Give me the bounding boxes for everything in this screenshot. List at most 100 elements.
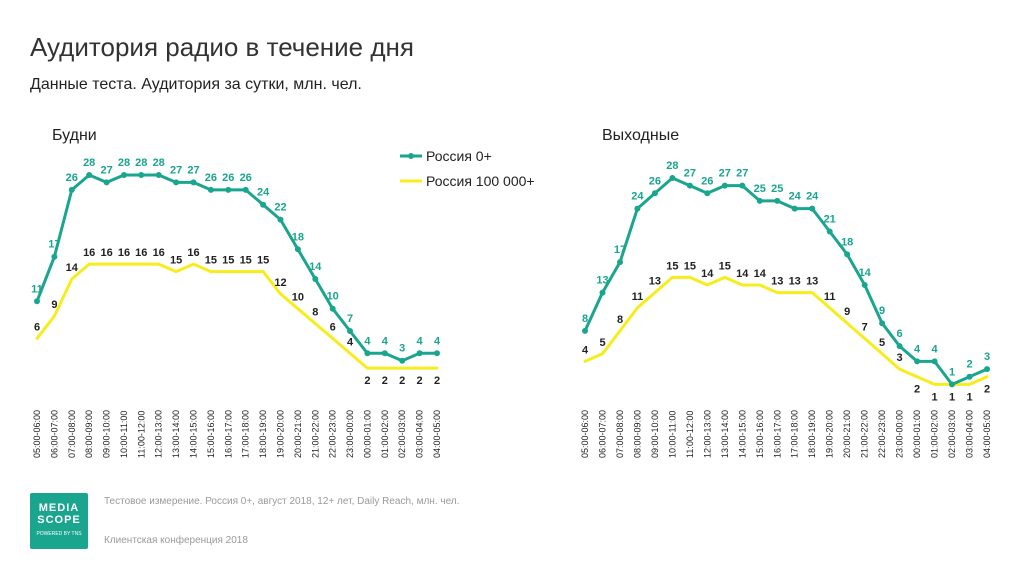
x-tick-label-0-13: 18:00-19:00 <box>258 410 268 458</box>
data-label-1-0-0: 8 <box>582 313 588 325</box>
data-point-0-0-1 <box>51 253 58 260</box>
x-tick-label-1-0: 05:00-06:00 <box>580 410 590 458</box>
data-label-0-0-14: 22 <box>274 202 286 214</box>
x-tick-label-1-20: 01:00-02:00 <box>930 410 940 458</box>
series-line-1-1 <box>583 275 989 386</box>
data-label-1-0-20: 4 <box>932 343 939 355</box>
x-tick-label-0-0: 05:00-06:00 <box>32 410 42 458</box>
data-point-0-0-3 <box>86 172 93 178</box>
x-tick-label-0-11: 16:00-17:00 <box>223 410 233 458</box>
data-label-0-1-18: 4 <box>347 336 354 348</box>
data-label-0-0-23: 4 <box>434 335 441 347</box>
x-tick-label-1-19: 00:00-01:00 <box>912 410 922 458</box>
x-tick-label-1-18: 23:00-00:00 <box>895 410 905 458</box>
data-label-0-0-21: 3 <box>399 343 405 355</box>
data-point-0-0-8 <box>173 179 180 186</box>
x-tick-label-1-13: 18:00-19:00 <box>807 410 817 458</box>
data-label-0-1-7: 16 <box>153 247 165 259</box>
data-point-1-0-13 <box>809 205 816 212</box>
data-label-0-0-22: 4 <box>417 335 424 347</box>
data-label-0-0-19: 4 <box>364 335 371 347</box>
data-label-1-1-10: 14 <box>754 268 767 280</box>
mediascope-logo: MEDIA SCOPE POWERED BY TNS <box>30 493 88 549</box>
data-label-0-0-17: 10 <box>327 291 339 303</box>
data-label-0-1-17: 6 <box>330 321 336 333</box>
x-tick-label-0-18: 23:00-00:00 <box>345 410 355 458</box>
data-label-0-1-4: 16 <box>100 247 112 259</box>
data-label-1-0-8: 27 <box>719 168 731 180</box>
x-tick-label-0-14: 19:00-20:00 <box>276 410 286 458</box>
data-label-1-1-9: 14 <box>736 268 749 280</box>
data-label-1-0-6: 27 <box>684 168 696 180</box>
data-point-0-0-15 <box>294 246 301 253</box>
legend-label-0: Россия 0+ <box>426 148 492 164</box>
x-tick-label-1-8: 13:00-14:00 <box>720 410 730 458</box>
data-label-0-1-23: 2 <box>434 375 440 387</box>
data-label-1-1-1: 5 <box>599 337 605 349</box>
x-tick-label-0-22: 03:00-04:00 <box>415 410 425 458</box>
x-tick-label-0-5: 10:00-11:00 <box>119 411 129 458</box>
x-tick-label-1-12: 17:00-18:00 <box>790 410 800 458</box>
data-label-0-1-14: 12 <box>274 277 286 289</box>
x-tick-label-0-8: 13:00-14:00 <box>171 410 181 458</box>
panel-title-1: Выходные <box>602 127 679 144</box>
x-tick-label-1-10: 15:00-16:00 <box>755 410 765 458</box>
data-label-1-1-7: 14 <box>701 268 714 280</box>
data-point-1-0-7 <box>704 190 711 197</box>
data-point-1-0-10 <box>756 197 763 204</box>
x-tick-label-1-16: 21:00-22:00 <box>860 410 870 458</box>
x-tick-label-0-6: 11:00-12:00 <box>136 411 146 458</box>
x-tick-label-0-1: 06:00-07:00 <box>49 410 59 458</box>
x-tick-label-0-19: 00:00-01:00 <box>362 410 372 458</box>
data-label-1-0-13: 24 <box>806 191 819 203</box>
data-label-0-0-4: 27 <box>100 164 112 176</box>
series-line-1-0 <box>583 176 989 386</box>
data-label-0-0-2: 26 <box>66 172 78 184</box>
data-point-1-0-18 <box>896 343 903 350</box>
data-point-0-0-0 <box>34 298 40 305</box>
panel-title-0: Будни <box>52 127 97 144</box>
data-label-1-1-14: 11 <box>824 291 836 303</box>
data-point-0-0-4 <box>103 179 110 186</box>
data-label-1-1-0: 4 <box>582 344 589 356</box>
data-label-0-1-16: 8 <box>312 307 318 319</box>
logo-tagline: POWERED BY TNS <box>36 531 82 537</box>
x-tick-label-1-14: 19:00-20:00 <box>825 410 835 458</box>
data-label-0-1-1: 9 <box>51 299 57 311</box>
x-tick-label-0-12: 17:00-18:00 <box>241 410 251 458</box>
data-label-0-0-8: 27 <box>170 164 182 176</box>
data-label-0-0-15: 18 <box>292 231 304 243</box>
data-point-1-0-17 <box>879 320 886 327</box>
x-tick-label-1-15: 20:00-21:00 <box>842 410 852 458</box>
x-tick-label-1-7: 12:00-13:00 <box>702 410 712 458</box>
data-label-1-0-23: 3 <box>984 351 990 363</box>
data-label-0-0-12: 26 <box>240 172 252 184</box>
data-point-1-0-15 <box>844 251 851 258</box>
data-label-1-0-2: 17 <box>614 244 626 256</box>
data-point-0-0-23 <box>434 350 440 357</box>
data-label-1-0-3: 24 <box>631 191 644 203</box>
data-label-0-1-19: 2 <box>364 375 370 387</box>
data-label-0-0-16: 14 <box>309 261 322 273</box>
data-label-0-1-5: 16 <box>118 247 130 259</box>
x-tick-label-1-17: 22:00-23:00 <box>877 410 887 458</box>
x-tick-label-1-1: 06:00-07:00 <box>598 410 608 458</box>
data-point-1-0-0 <box>582 327 588 334</box>
data-label-0-1-13: 15 <box>257 255 269 267</box>
data-label-1-1-22: 1 <box>966 391 972 403</box>
x-tick-label-1-3: 08:00-09:00 <box>632 410 642 458</box>
data-label-0-0-10: 26 <box>205 172 217 184</box>
data-label-1-1-6: 15 <box>684 260 696 272</box>
data-label-0-1-10: 15 <box>205 255 217 267</box>
data-point-0-0-21 <box>399 357 406 364</box>
data-label-0-0-13: 24 <box>257 187 270 199</box>
data-point-0-0-13 <box>260 201 267 208</box>
x-tick-label-1-23: 04:00-05:00 <box>982 410 992 458</box>
data-point-1-0-21 <box>949 381 955 388</box>
data-point-0-0-9 <box>190 179 197 186</box>
data-label-0-0-6: 28 <box>135 157 147 169</box>
data-point-0-0-19 <box>364 350 371 357</box>
data-label-1-1-12: 13 <box>789 276 801 288</box>
x-tick-label-0-2: 07:00-08:00 <box>67 410 77 458</box>
x-tick-label-0-4: 09:00-10:00 <box>102 410 112 458</box>
